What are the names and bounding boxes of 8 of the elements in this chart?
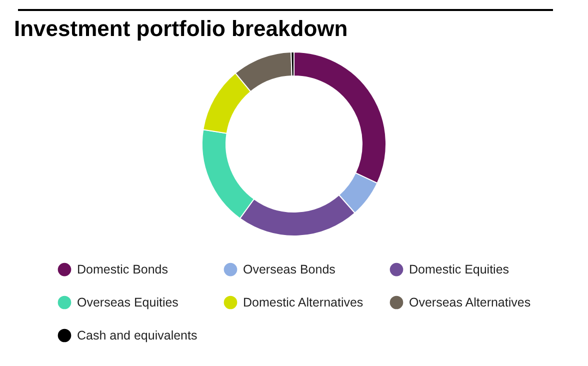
legend-label: Cash and equivalents	[77, 328, 198, 342]
legend-label: Overseas Bonds	[243, 262, 336, 277]
legend-label: Overseas Alternatives	[409, 296, 531, 310]
legend-label: Domestic Alternatives	[243, 296, 364, 310]
legend-label: Domestic Bonds	[77, 262, 168, 277]
legend-label: Domestic Equities	[409, 262, 510, 277]
legend-label: Overseas Equities	[77, 296, 178, 310]
chart-title: Investment portfolio breakdown	[14, 16, 348, 41]
